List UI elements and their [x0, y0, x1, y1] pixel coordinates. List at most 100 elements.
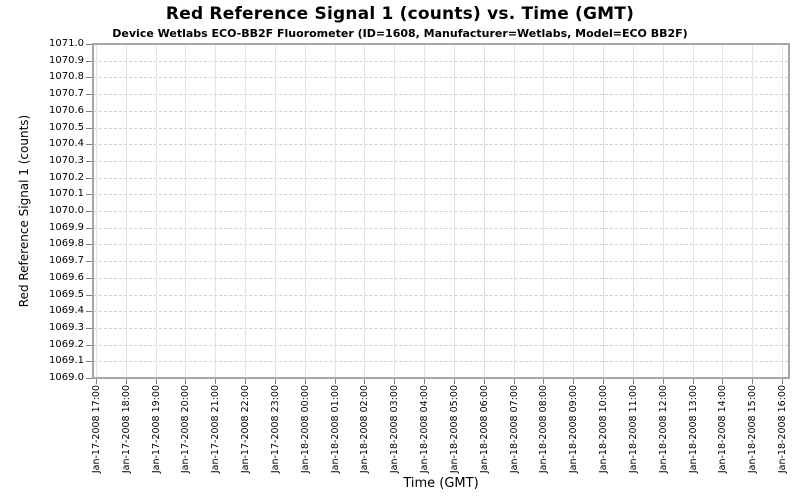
y-tick-mark: [86, 61, 92, 62]
y-tick-label: 1070.6: [49, 105, 84, 116]
gridline-horizontal: [94, 361, 788, 362]
y-tick-mark: [86, 361, 92, 362]
y-tick-label: 1070.2: [49, 172, 84, 183]
gridline-vertical: [752, 45, 753, 377]
gridline-horizontal: [94, 345, 788, 346]
x-tick-label: Jan-17-2008 23:00: [270, 385, 281, 474]
x-tick-mark: [573, 379, 574, 384]
gridline-horizontal: [94, 295, 788, 296]
x-axis-title: Time (GMT): [403, 476, 479, 491]
x-tick-label: Jan-18-2008 00:00: [300, 385, 311, 474]
x-tick-mark: [305, 379, 306, 384]
x-tick-label: Jan-17-2008 20:00: [180, 385, 191, 474]
gridline-vertical: [543, 45, 544, 377]
y-tick-mark: [86, 278, 92, 279]
y-tick-label: 1070.9: [49, 55, 84, 66]
gridline-vertical: [275, 45, 276, 377]
gridline-vertical: [424, 45, 425, 377]
gridline-horizontal: [94, 128, 788, 129]
gridline-vertical: [96, 45, 97, 377]
x-tick-label: Jan-18-2008 03:00: [389, 385, 400, 474]
gridline-vertical: [633, 45, 634, 377]
x-tick-label: Jan-17-2008 17:00: [91, 385, 102, 474]
x-tick-label: Jan-18-2008 16:00: [777, 385, 788, 474]
y-tick-mark: [86, 77, 92, 78]
gridline-vertical: [245, 45, 246, 377]
y-tick-label: 1069.8: [49, 238, 84, 249]
gridline-horizontal: [94, 278, 788, 279]
gridline-horizontal: [94, 311, 788, 312]
y-tick-label: 1069.6: [49, 272, 84, 283]
gridline-vertical: [722, 45, 723, 377]
y-tick-label: 1069.3: [49, 322, 84, 333]
x-tick-label: Jan-17-2008 22:00: [240, 385, 251, 474]
x-tick-mark: [603, 379, 604, 384]
gridline-horizontal: [94, 77, 788, 78]
y-tick-mark: [86, 128, 92, 129]
y-tick-label: 1069.5: [49, 289, 84, 300]
gridline-horizontal: [94, 194, 788, 195]
x-tick-label: Jan-18-2008 10:00: [598, 385, 609, 474]
y-tick-mark: [86, 311, 92, 312]
x-tick-label: Jan-18-2008 02:00: [359, 385, 370, 474]
x-tick-mark: [752, 379, 753, 384]
y-tick-label: 1069.0: [49, 372, 84, 383]
x-tick-mark: [394, 379, 395, 384]
y-tick-mark: [86, 144, 92, 145]
x-tick-mark: [126, 379, 127, 384]
y-tick-label: 1070.3: [49, 155, 84, 166]
x-tick-mark: [185, 379, 186, 384]
x-tick-mark: [782, 379, 783, 384]
x-tick-label: Jan-18-2008 11:00: [628, 385, 639, 474]
x-tick-label: Jan-17-2008 18:00: [121, 385, 132, 474]
y-tick-mark: [86, 111, 92, 112]
y-tick-label: 1070.8: [49, 71, 84, 82]
x-tick-mark: [215, 379, 216, 384]
y-tick-mark: [86, 44, 92, 45]
gridline-vertical: [693, 45, 694, 377]
y-tick-mark: [86, 178, 92, 179]
x-tick-mark: [663, 379, 664, 384]
gridline-vertical: [305, 45, 306, 377]
y-tick-mark: [86, 228, 92, 229]
x-tick-mark: [722, 379, 723, 384]
x-tick-label: Jan-18-2008 06:00: [479, 385, 490, 474]
gridline-vertical: [573, 45, 574, 377]
gridline-vertical: [335, 45, 336, 377]
y-tick-mark: [86, 211, 92, 212]
x-tick-mark: [424, 379, 425, 384]
gridline-vertical: [782, 45, 783, 377]
gridline-vertical: [394, 45, 395, 377]
gridline-horizontal: [94, 61, 788, 62]
gridline-horizontal: [94, 211, 788, 212]
chart-subtitle: Device Wetlabs ECO-BB2F Fluorometer (ID=…: [112, 27, 688, 40]
gridline-horizontal: [94, 111, 788, 112]
x-tick-label: Jan-18-2008 13:00: [688, 385, 699, 474]
x-tick-label: Jan-18-2008 15:00: [747, 385, 758, 474]
x-tick-mark: [454, 379, 455, 384]
y-tick-mark: [86, 161, 92, 162]
x-tick-label: Jan-18-2008 14:00: [717, 385, 728, 474]
y-tick-label: 1071.0: [49, 38, 84, 49]
y-tick-mark: [86, 328, 92, 329]
gridline-vertical: [663, 45, 664, 377]
y-tick-label: 1069.9: [49, 222, 84, 233]
x-tick-label: Jan-18-2008 07:00: [509, 385, 520, 474]
x-tick-mark: [484, 379, 485, 384]
y-tick-mark: [86, 378, 92, 379]
y-tick-label: 1070.7: [49, 88, 84, 99]
gridline-vertical: [364, 45, 365, 377]
gridline-horizontal: [94, 228, 788, 229]
gridline-vertical: [215, 45, 216, 377]
y-tick-mark: [86, 295, 92, 296]
y-tick-label: 1070.0: [49, 205, 84, 216]
gridline-horizontal: [94, 144, 788, 145]
plot-area: [92, 43, 790, 379]
y-tick-mark: [86, 94, 92, 95]
x-tick-label: Jan-17-2008 19:00: [151, 385, 162, 474]
x-tick-label: Jan-18-2008 09:00: [568, 385, 579, 474]
x-tick-mark: [364, 379, 365, 384]
gridline-vertical: [454, 45, 455, 377]
x-tick-mark: [633, 379, 634, 384]
